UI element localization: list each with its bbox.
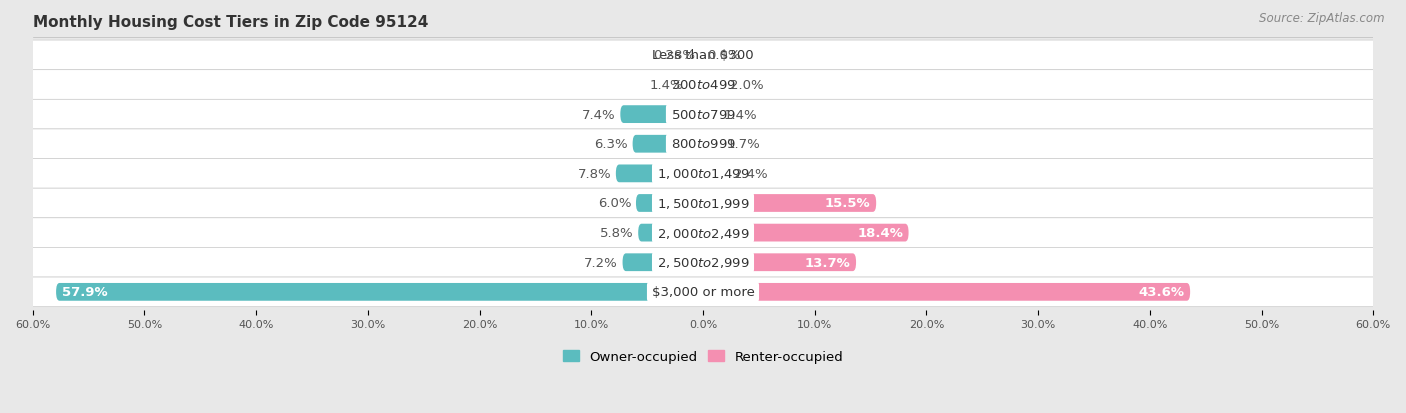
Legend: Owner-occupied, Renter-occupied: Owner-occupied, Renter-occupied (562, 350, 844, 363)
Text: $1,500 to $1,999: $1,500 to $1,999 (657, 197, 749, 211)
Text: 0.28%: 0.28% (654, 49, 696, 62)
FancyBboxPatch shape (703, 195, 876, 212)
FancyBboxPatch shape (32, 278, 1374, 307)
FancyBboxPatch shape (56, 283, 703, 301)
FancyBboxPatch shape (700, 47, 703, 64)
Text: $2,500 to $2,999: $2,500 to $2,999 (657, 256, 749, 270)
Text: 6.0%: 6.0% (598, 197, 631, 210)
FancyBboxPatch shape (32, 130, 1374, 159)
FancyBboxPatch shape (616, 165, 703, 183)
Text: 7.2%: 7.2% (585, 256, 619, 269)
FancyBboxPatch shape (703, 76, 725, 94)
FancyBboxPatch shape (633, 135, 703, 153)
FancyBboxPatch shape (623, 254, 703, 271)
Text: 15.5%: 15.5% (825, 197, 870, 210)
Text: 1.7%: 1.7% (727, 138, 761, 151)
FancyBboxPatch shape (703, 165, 730, 183)
FancyBboxPatch shape (620, 106, 703, 124)
FancyBboxPatch shape (32, 41, 1374, 71)
Text: 6.3%: 6.3% (595, 138, 628, 151)
FancyBboxPatch shape (638, 224, 703, 242)
Text: 7.4%: 7.4% (582, 108, 616, 121)
FancyBboxPatch shape (32, 218, 1374, 248)
Text: 57.9%: 57.9% (62, 286, 107, 299)
Text: $800 to $999: $800 to $999 (671, 138, 735, 151)
Text: 13.7%: 13.7% (804, 256, 851, 269)
FancyBboxPatch shape (688, 76, 703, 94)
FancyBboxPatch shape (32, 71, 1374, 100)
Text: Source: ZipAtlas.com: Source: ZipAtlas.com (1260, 12, 1385, 25)
Text: Monthly Housing Cost Tiers in Zip Code 95124: Monthly Housing Cost Tiers in Zip Code 9… (32, 15, 427, 30)
FancyBboxPatch shape (32, 248, 1374, 278)
Text: $3,000 or more: $3,000 or more (651, 286, 755, 299)
Text: $300 to $499: $300 to $499 (671, 79, 735, 92)
FancyBboxPatch shape (703, 254, 856, 271)
Text: $1,000 to $1,499: $1,000 to $1,499 (657, 167, 749, 181)
Text: $500 to $799: $500 to $799 (671, 108, 735, 121)
FancyBboxPatch shape (32, 189, 1374, 218)
Text: 18.4%: 18.4% (858, 227, 903, 240)
FancyBboxPatch shape (703, 224, 908, 242)
Text: Less than $300: Less than $300 (652, 49, 754, 62)
Text: 5.8%: 5.8% (600, 227, 634, 240)
Text: 2.0%: 2.0% (730, 79, 763, 92)
FancyBboxPatch shape (32, 159, 1374, 189)
Text: 7.8%: 7.8% (578, 167, 612, 180)
Text: 0.0%: 0.0% (707, 49, 741, 62)
Text: 1.4%: 1.4% (650, 79, 683, 92)
FancyBboxPatch shape (703, 135, 723, 153)
FancyBboxPatch shape (636, 195, 703, 212)
Text: $2,000 to $2,499: $2,000 to $2,499 (657, 226, 749, 240)
Text: 43.6%: 43.6% (1139, 286, 1184, 299)
FancyBboxPatch shape (703, 283, 1189, 301)
Text: 1.4%: 1.4% (723, 108, 756, 121)
FancyBboxPatch shape (32, 100, 1374, 130)
Text: 2.4%: 2.4% (734, 167, 768, 180)
FancyBboxPatch shape (703, 106, 718, 124)
